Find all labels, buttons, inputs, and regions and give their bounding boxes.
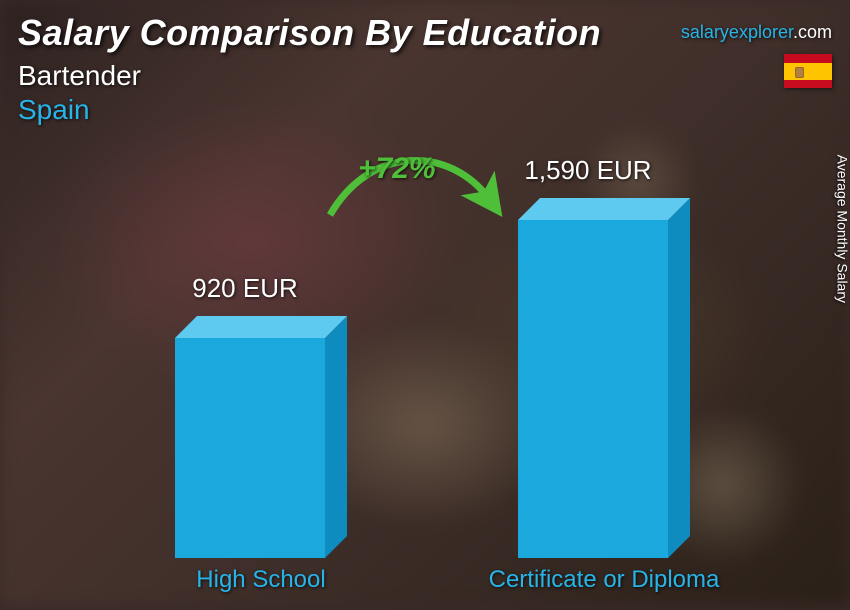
bar-1 xyxy=(518,220,668,558)
bar-front xyxy=(518,220,668,558)
brand-suffix: .com xyxy=(793,22,832,42)
increase-percentage: +72% xyxy=(358,152,436,186)
bar-category-label: High School xyxy=(196,566,325,594)
bar-top xyxy=(175,316,347,338)
bar-value-label: 1,590 EUR xyxy=(524,155,651,186)
brand-prefix: salaryexplorer xyxy=(681,22,793,42)
brand-label: salaryexplorer.com xyxy=(681,22,832,43)
bar-chart: +72% 920 EUR High School 1,590 EUR Certific… xyxy=(0,140,850,606)
bar-category-label: Certificate or Diploma xyxy=(489,566,720,594)
job-title: Bartender xyxy=(18,60,832,92)
bar-side xyxy=(325,316,347,558)
bar-side xyxy=(668,198,690,558)
bar-front xyxy=(175,338,325,558)
country-name: Spain xyxy=(18,94,832,126)
spain-flag-icon xyxy=(784,54,832,88)
bar-top xyxy=(518,198,690,220)
bar-0 xyxy=(175,338,325,558)
increase-arrow-icon xyxy=(0,140,850,610)
bar-value-label: 920 EUR xyxy=(192,273,298,304)
